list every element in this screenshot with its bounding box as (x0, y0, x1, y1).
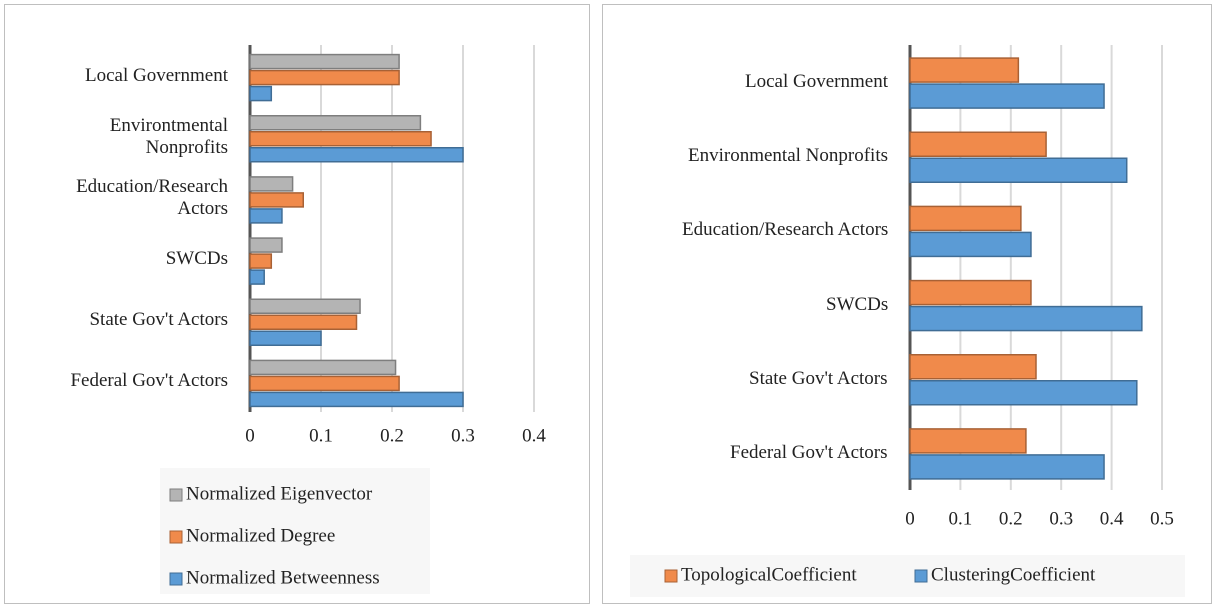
y-tick-label: SWCDs (826, 293, 889, 315)
bar (909, 454, 1105, 480)
legend-label: ClusteringCoefficient (931, 564, 1096, 585)
bar (909, 157, 1128, 183)
bar (909, 279, 1032, 306)
bar (249, 330, 322, 346)
bar (249, 85, 273, 102)
y-tick-label: Local Government (85, 64, 228, 86)
legend-box (630, 555, 1185, 597)
legend-swatch (169, 530, 183, 544)
y-tick-label: Environtmental Nonprofits (109, 114, 228, 158)
legend-label: Normalized Betweenness (186, 567, 380, 588)
y-tick-label: Education/Research Actors (682, 219, 889, 241)
bar (909, 380, 1138, 406)
bar (249, 314, 358, 330)
bar (909, 305, 1143, 332)
legend-box (160, 468, 430, 594)
bar (249, 237, 283, 253)
y-tick-label: Federal Gov't Actors (730, 441, 888, 463)
legend-label: Normalized Eigenvector (186, 483, 373, 504)
x-tick-label: 0.3 (451, 425, 475, 446)
bar (909, 83, 1105, 109)
bar (909, 231, 1032, 258)
legend-swatch (169, 488, 183, 502)
bar (249, 147, 464, 163)
bar (909, 428, 1027, 454)
bar (909, 131, 1047, 157)
legend-swatch (664, 569, 678, 583)
x-tick-label: 0.2 (999, 508, 1023, 529)
bar (249, 208, 283, 224)
y-tick-label: State Gov't Actors (89, 309, 228, 331)
y-tick-label: Education/Research Actors (76, 175, 228, 219)
x-tick-label: 0 (245, 425, 255, 446)
bar (249, 391, 464, 408)
legend-label: TopologicalCoefficient (681, 564, 857, 585)
x-tick-label: 0.5 (1150, 508, 1174, 529)
bar (249, 69, 400, 86)
y-tick-label: Federal Gov't Actors (70, 370, 228, 392)
right-panel (602, 4, 1212, 604)
x-tick-label: 0.4 (1100, 508, 1124, 529)
bar (249, 115, 422, 131)
bar (249, 192, 304, 208)
legend-swatch (914, 569, 928, 583)
bar (909, 205, 1022, 232)
bar (909, 57, 1020, 83)
legend-label: Normalized Degree (186, 525, 335, 546)
bar (249, 53, 400, 70)
x-tick-label: 0.2 (380, 425, 404, 446)
y-tick-label: Environmental Nonprofits (688, 145, 888, 167)
bar (249, 131, 432, 147)
x-tick-label: 0.4 (522, 425, 546, 446)
x-tick-label: 0.3 (1049, 508, 1073, 529)
bar (249, 253, 273, 269)
bar (909, 354, 1037, 380)
y-tick-label: Local Government (745, 71, 888, 93)
bar (249, 359, 397, 376)
bar (249, 298, 361, 314)
left-panel (4, 4, 590, 604)
bar (249, 375, 400, 392)
x-tick-label: 0 (905, 508, 915, 529)
x-tick-label: 0.1 (949, 508, 973, 529)
legend-swatch (169, 572, 183, 586)
x-tick-label: 0.1 (309, 425, 333, 446)
y-tick-label: State Gov't Actors (749, 367, 888, 389)
bar (249, 269, 265, 285)
bar (249, 176, 294, 192)
y-tick-label: SWCDs (165, 248, 228, 270)
